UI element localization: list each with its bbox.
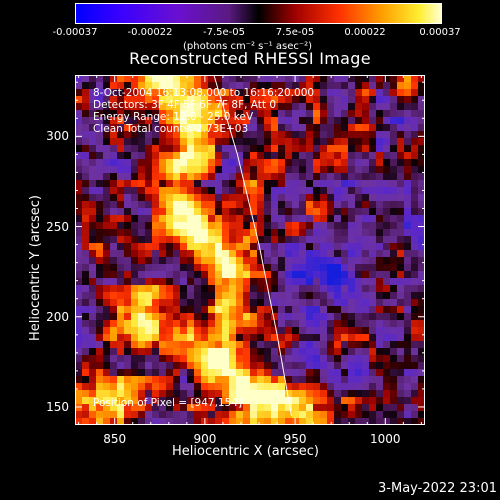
colorbar-tick-label: 0.00037 xyxy=(419,27,461,38)
colorbar-tick-label: 7.5e-05 xyxy=(275,27,315,38)
solar-limb-line xyxy=(213,75,292,417)
colorbar-tick-label: 0.00022 xyxy=(344,27,386,38)
heatmap-svg xyxy=(75,75,425,425)
colorbar-gradient xyxy=(76,4,441,23)
chart-title: Reconstructed RHESSI Image xyxy=(129,49,371,68)
clean-counts-annotation: Clean Total counts: 2.73E+03 xyxy=(93,123,249,135)
footer-date: 3-May-2022 23:01 xyxy=(378,481,497,496)
plot-frame xyxy=(75,75,425,425)
pixel-position-marker xyxy=(287,397,293,403)
y-axis-label: Heliocentric Y (arcsec) xyxy=(28,195,43,341)
colorbar-tick-label: -7.5e-05 xyxy=(203,27,245,38)
x-tick-label: 950 xyxy=(283,432,307,446)
colorbar-tick-label: -0.00037 xyxy=(52,27,98,38)
y-tick-label: 150 xyxy=(46,399,69,414)
y-tick-label: 300 xyxy=(46,129,69,144)
colorbar-tick-label: -0.00022 xyxy=(127,27,173,38)
x-tick-label: 900 xyxy=(193,432,217,446)
y-tick-label: 250 xyxy=(46,219,69,234)
y-tick-label: 200 xyxy=(46,309,69,324)
energy-range-annotation: Energy Range: 12.0 - 25.0 keV xyxy=(93,111,254,123)
x-tick-label: 850 xyxy=(103,432,127,446)
x-axis-label: Heliocentric X (arcsec) xyxy=(172,444,319,459)
colorbar-unit-label: (photons cm⁻² s⁻¹ asec⁻²) xyxy=(183,41,313,52)
x-tick-label: 1000 xyxy=(370,432,401,446)
heatmap-cells xyxy=(75,75,425,425)
detectors-annotation: Detectors: 3F 4F 5F 6F 7F 8F, Att 0 xyxy=(93,99,277,111)
time-range-annotation: 8-Oct-2004 16:13:08.000 to 16:16:20.000 xyxy=(93,87,315,99)
colorbar xyxy=(75,3,442,24)
pixel-position-annotation: Position of Pixel = [947,154] xyxy=(93,397,243,409)
heatmap-plot xyxy=(75,75,425,425)
